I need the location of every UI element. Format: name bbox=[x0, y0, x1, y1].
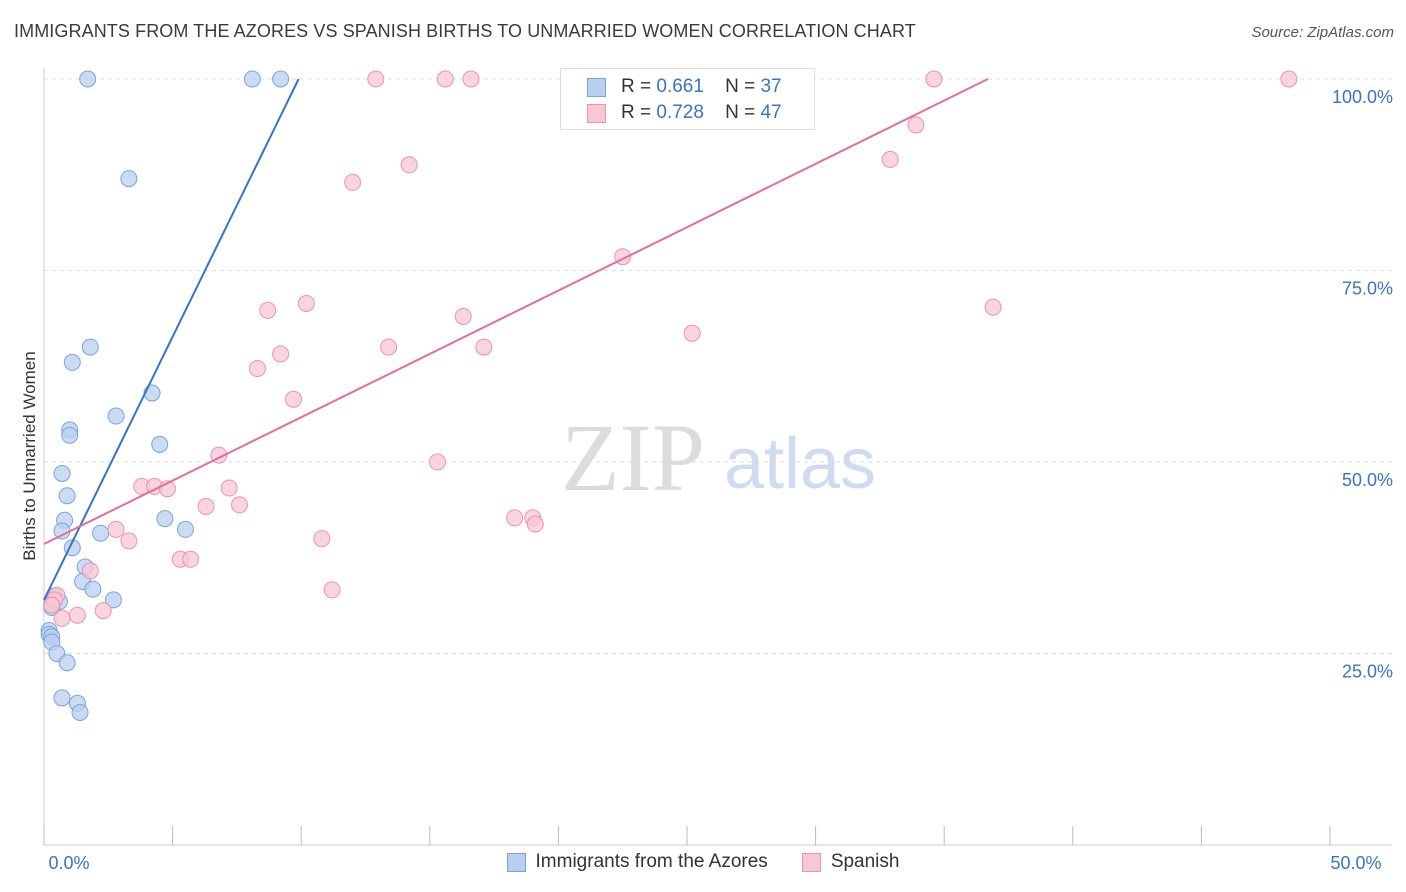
spanish-point bbox=[436, 70, 454, 88]
azores-point bbox=[143, 384, 161, 402]
spanish-legend-label: Spanish bbox=[830, 851, 900, 872]
x-tick-label: 0.0% bbox=[48, 853, 89, 873]
watermark: ZIP atlas bbox=[561, 404, 876, 511]
spanish-point bbox=[107, 520, 125, 538]
legend-item-spanish[interactable]: Spanish bbox=[801, 851, 900, 873]
spanish-point bbox=[81, 562, 99, 580]
spanish-point bbox=[197, 497, 215, 515]
y-tick-label: 75.0% bbox=[1342, 279, 1393, 299]
spanish-point bbox=[400, 156, 418, 174]
azores-legend-label: Immigrants from the Azores bbox=[535, 851, 768, 872]
watermark-zip: ZIP bbox=[561, 404, 705, 511]
data-points bbox=[40, 70, 1298, 721]
azores-point bbox=[53, 522, 71, 540]
spanish-point bbox=[367, 70, 385, 88]
spanish-point bbox=[182, 550, 200, 568]
azores-point bbox=[176, 520, 194, 538]
azores-n-label: N = bbox=[725, 76, 756, 97]
spanish-r-value: 0.728 bbox=[656, 102, 704, 123]
azores-r-value: 0.661 bbox=[656, 76, 704, 97]
y-tick-label: 100.0% bbox=[1332, 87, 1393, 107]
azores-point bbox=[79, 70, 97, 88]
spanish-point bbox=[230, 496, 248, 514]
spanish-point bbox=[53, 609, 71, 627]
spanish-point bbox=[984, 298, 1002, 316]
legend-item-azores[interactable]: Immigrants from the Azores bbox=[506, 851, 768, 873]
azores-r-label: R = bbox=[621, 76, 652, 97]
spanish-trendline bbox=[43, 78, 989, 545]
azores-n-value: 37 bbox=[760, 76, 782, 97]
spanish-point bbox=[506, 509, 524, 527]
spanish-point bbox=[297, 294, 315, 312]
azores-point bbox=[243, 70, 261, 88]
spanish-point bbox=[462, 70, 480, 88]
spanish-stats-text: R = 0.728 N = 47 bbox=[621, 102, 782, 124]
spanish-point bbox=[475, 338, 493, 356]
spanish-stats-swatch bbox=[587, 103, 606, 123]
spanish-point bbox=[220, 479, 238, 497]
azores-stats-text: R = 0.661 N = 37 bbox=[621, 76, 782, 98]
stats-legend: R = 0.661 N = 37 R = 0.728 N = 47 bbox=[560, 68, 815, 130]
spanish-point bbox=[259, 301, 277, 319]
spanish-point bbox=[344, 173, 362, 191]
spanish-n-value: 47 bbox=[760, 102, 782, 123]
azores-point bbox=[156, 510, 174, 528]
azores-point bbox=[58, 654, 76, 672]
spanish-point bbox=[429, 453, 447, 471]
spanish-r-label: R = bbox=[621, 102, 652, 123]
spanish-point bbox=[881, 150, 899, 168]
spanish-point bbox=[248, 360, 266, 378]
azores-point bbox=[58, 487, 76, 505]
spanish-point bbox=[68, 606, 86, 624]
azores-point bbox=[71, 703, 89, 721]
azores-point bbox=[104, 591, 122, 609]
spanish-n-label: N = bbox=[725, 102, 756, 123]
spanish-point bbox=[323, 581, 341, 599]
spanish-legend-swatch bbox=[801, 852, 821, 872]
azores-point bbox=[151, 435, 169, 453]
azores-legend-swatch bbox=[506, 852, 526, 872]
spanish-point bbox=[94, 602, 112, 620]
azores-point bbox=[81, 338, 99, 356]
spanish-point bbox=[683, 324, 701, 342]
bottom-legend: Immigrants from the Azores Spanish bbox=[0, 851, 1406, 873]
spanish-point bbox=[120, 532, 138, 550]
axes bbox=[43, 68, 1392, 846]
azores-stats-swatch bbox=[587, 77, 606, 97]
azores-point bbox=[53, 689, 71, 707]
spanish-point bbox=[1280, 70, 1298, 88]
y-tick-label: 25.0% bbox=[1342, 662, 1393, 682]
azores-point bbox=[107, 407, 125, 425]
azores-point bbox=[84, 580, 102, 598]
azores-point bbox=[120, 170, 138, 188]
chart-title: IMMIGRANTS FROM THE AZORES VS SPANISH BI… bbox=[14, 21, 916, 41]
x-tick-label: 50.0% bbox=[1330, 853, 1381, 873]
azores-point bbox=[92, 524, 110, 542]
azores-point bbox=[53, 464, 71, 482]
spanish-point bbox=[272, 345, 290, 363]
source-label: Source: ZipAtlas.com bbox=[1251, 24, 1394, 41]
spanish-point bbox=[43, 596, 61, 614]
spanish-point bbox=[284, 390, 302, 408]
watermark-atlas: atlas bbox=[724, 424, 876, 504]
azores-point bbox=[61, 426, 79, 444]
spanish-point bbox=[526, 515, 544, 533]
y-tick-label: 50.0% bbox=[1342, 470, 1393, 490]
grid-lines bbox=[44, 78, 1392, 654]
spanish-point bbox=[380, 338, 398, 356]
azores-point bbox=[272, 70, 290, 88]
spanish-point bbox=[925, 70, 943, 88]
spanish-point bbox=[454, 307, 472, 325]
spanish-point bbox=[313, 530, 331, 548]
spanish-point bbox=[907, 116, 925, 134]
azores-trendline bbox=[43, 78, 300, 601]
tick-labels: 100.0% 75.0% 50.0% 25.0% 0.0% 50.0% bbox=[48, 87, 1393, 873]
azores-point bbox=[63, 353, 81, 371]
trend-lines bbox=[43, 78, 989, 601]
